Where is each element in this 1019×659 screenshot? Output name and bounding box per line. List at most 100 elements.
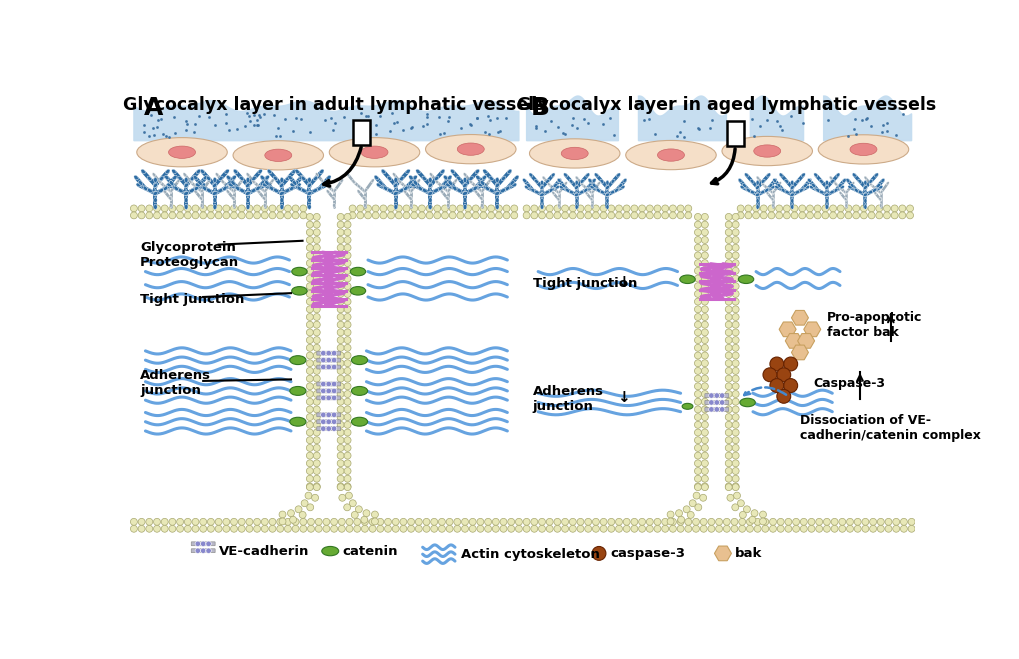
Ellipse shape [393,204,397,210]
Circle shape [201,548,206,554]
Circle shape [701,244,707,251]
Circle shape [308,525,314,532]
Ellipse shape [263,189,266,194]
Ellipse shape [289,386,306,395]
Circle shape [732,314,739,320]
Circle shape [337,421,343,428]
Ellipse shape [363,196,366,200]
Ellipse shape [438,186,442,190]
Ellipse shape [329,138,420,167]
Ellipse shape [319,169,324,174]
Ellipse shape [269,186,273,190]
Circle shape [553,525,560,532]
Ellipse shape [399,176,404,181]
Ellipse shape [868,183,871,186]
Ellipse shape [838,183,842,187]
Ellipse shape [804,185,809,189]
Ellipse shape [279,183,283,188]
Circle shape [184,525,192,532]
Ellipse shape [857,190,862,194]
Circle shape [487,212,494,219]
Circle shape [592,519,599,525]
Ellipse shape [425,134,516,164]
Ellipse shape [331,196,335,200]
Circle shape [441,205,448,212]
Circle shape [222,519,229,525]
Circle shape [337,483,343,490]
Circle shape [246,519,253,525]
Ellipse shape [445,183,450,187]
Circle shape [284,525,291,532]
Ellipse shape [457,143,484,156]
Circle shape [732,306,739,313]
Circle shape [701,391,707,397]
Circle shape [313,298,320,305]
Circle shape [722,519,730,525]
Ellipse shape [153,183,158,188]
Circle shape [312,494,318,501]
Circle shape [343,398,351,405]
Circle shape [337,398,343,405]
Ellipse shape [321,546,338,556]
Circle shape [200,205,207,212]
Ellipse shape [823,193,828,196]
Circle shape [192,525,199,532]
Ellipse shape [774,185,779,189]
Circle shape [453,519,461,525]
Circle shape [750,509,757,517]
Circle shape [631,519,637,525]
Circle shape [768,525,775,532]
Ellipse shape [279,192,284,195]
Circle shape [732,360,739,366]
Ellipse shape [487,179,491,183]
Circle shape [791,212,797,219]
Circle shape [320,351,326,356]
Circle shape [261,519,268,525]
Ellipse shape [184,190,187,196]
Circle shape [495,212,501,219]
Circle shape [646,205,652,212]
Circle shape [701,214,707,220]
Circle shape [746,519,753,525]
Ellipse shape [172,175,177,180]
Circle shape [337,229,343,236]
Ellipse shape [482,175,486,180]
Ellipse shape [790,204,793,210]
Ellipse shape [267,169,271,174]
Circle shape [776,525,784,532]
Circle shape [623,212,630,219]
Circle shape [192,519,199,525]
Ellipse shape [453,179,457,183]
Circle shape [561,519,568,525]
Circle shape [331,388,336,393]
Ellipse shape [574,185,578,190]
Ellipse shape [614,188,620,192]
Circle shape [343,475,351,482]
Polygon shape [822,96,911,140]
Circle shape [752,205,759,212]
Ellipse shape [246,198,250,203]
Circle shape [326,426,331,432]
Ellipse shape [740,185,744,189]
Circle shape [372,205,379,212]
Circle shape [408,519,414,525]
Circle shape [337,252,343,259]
Circle shape [653,205,660,212]
Circle shape [343,321,351,328]
Circle shape [306,283,313,290]
Ellipse shape [165,169,170,174]
Circle shape [694,368,701,374]
Ellipse shape [213,198,216,203]
Ellipse shape [258,169,262,174]
Circle shape [395,205,401,212]
Ellipse shape [494,183,499,188]
Ellipse shape [505,186,511,190]
Ellipse shape [457,188,462,192]
Circle shape [732,483,739,490]
Ellipse shape [200,189,203,194]
Ellipse shape [291,268,307,276]
Ellipse shape [463,173,467,177]
Ellipse shape [560,183,565,187]
Circle shape [694,383,701,389]
Circle shape [694,321,701,328]
